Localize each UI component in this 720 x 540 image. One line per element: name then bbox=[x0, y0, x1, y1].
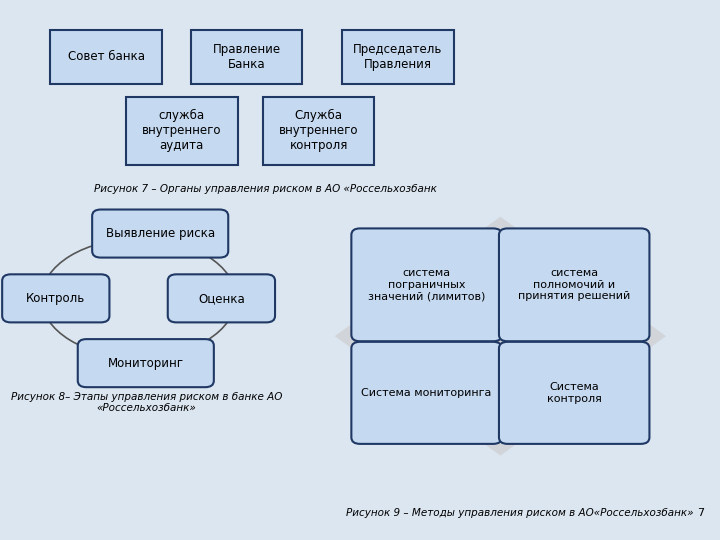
Text: Служба
внутреннего
контроля: Служба внутреннего контроля bbox=[279, 110, 359, 152]
FancyBboxPatch shape bbox=[78, 339, 214, 387]
FancyBboxPatch shape bbox=[191, 30, 302, 84]
Text: Рисунок 9 – Методы управления риском в АО«Россельхозбанк»: Рисунок 9 – Методы управления риском в А… bbox=[346, 508, 693, 518]
FancyBboxPatch shape bbox=[263, 97, 374, 165]
FancyBboxPatch shape bbox=[168, 274, 275, 322]
FancyBboxPatch shape bbox=[92, 210, 228, 258]
Text: Система мониторинга: Система мониторинга bbox=[361, 388, 492, 398]
Text: Совет банка: Совет банка bbox=[68, 50, 145, 63]
Text: Контроль: Контроль bbox=[26, 292, 86, 305]
Text: Оценка: Оценка bbox=[198, 292, 245, 305]
FancyBboxPatch shape bbox=[499, 342, 649, 444]
FancyBboxPatch shape bbox=[50, 30, 162, 84]
Text: Система
контроля: Система контроля bbox=[546, 382, 602, 404]
Polygon shape bbox=[335, 217, 666, 456]
FancyBboxPatch shape bbox=[126, 97, 238, 165]
Text: Мониторинг: Мониторинг bbox=[108, 356, 184, 370]
Text: служба
внутреннего
аудита: служба внутреннего аудита bbox=[142, 110, 222, 152]
Text: 7: 7 bbox=[697, 508, 704, 518]
FancyBboxPatch shape bbox=[351, 342, 502, 444]
Text: Выявление риска: Выявление риска bbox=[106, 227, 215, 240]
FancyBboxPatch shape bbox=[499, 228, 649, 341]
Text: Правление
Банка: Правление Банка bbox=[212, 43, 281, 71]
Text: Председатель
Правления: Председатель Правления bbox=[353, 43, 443, 71]
FancyBboxPatch shape bbox=[351, 228, 502, 341]
Text: Рисунок 7 – Органы управления риском в АО «Россельхозбанк: Рисунок 7 – Органы управления риском в А… bbox=[94, 184, 436, 194]
Text: система
пограничных
значений (лимитов): система пограничных значений (лимитов) bbox=[368, 268, 485, 301]
Text: Рисунок 8– Этапы управления риском в банке АО
«Россельхозбанк»: Рисунок 8– Этапы управления риском в бан… bbox=[11, 392, 282, 413]
FancyBboxPatch shape bbox=[342, 30, 454, 84]
FancyBboxPatch shape bbox=[2, 274, 109, 322]
Text: система
полномочий и
принятия решений: система полномочий и принятия решений bbox=[518, 268, 630, 301]
